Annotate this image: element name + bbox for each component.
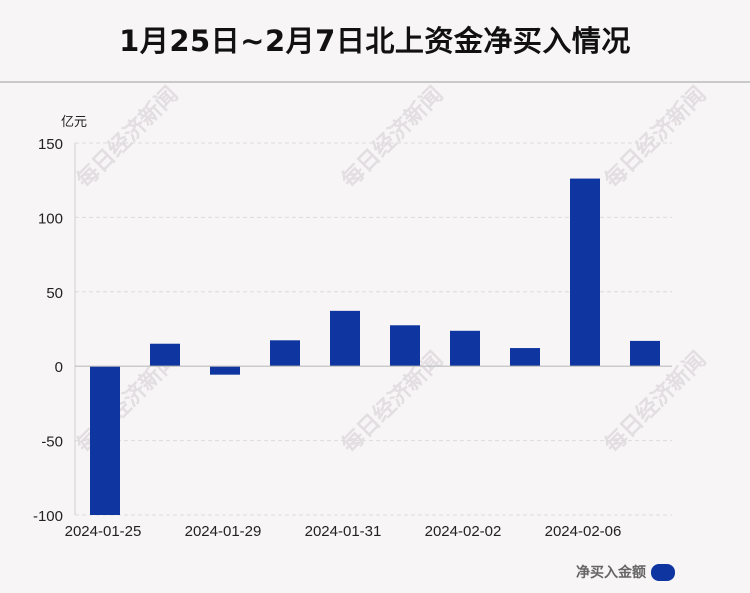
y-tick-label: 100 — [38, 210, 63, 227]
bar-2024-01-31 — [330, 310, 360, 367]
x-tick-label: 2024-02-06 — [545, 523, 622, 540]
bar-2024-01-30 — [270, 340, 300, 367]
bar-2024-01-26 — [150, 343, 180, 367]
y-tick-label: -100 — [33, 508, 63, 525]
bar-2024-02-07 — [630, 340, 660, 367]
x-tick-label: 2024-01-29 — [185, 523, 262, 540]
bar-2024-01-29 — [210, 366, 240, 375]
title-divider — [0, 81, 750, 83]
legend-swatch — [651, 563, 675, 581]
bar-2024-02-05 — [510, 348, 540, 367]
x-tick-label: 2024-01-31 — [305, 523, 382, 540]
y-tick-label: 50 — [46, 285, 63, 302]
legend: 净买入金额 — [576, 562, 675, 582]
chart-title: 1月25日~2月7日北上资金净买入情况 — [119, 24, 631, 58]
y-tick-label: -50 — [41, 434, 63, 451]
x-tick-label: 2024-01-25 — [65, 523, 142, 540]
bar-2024-02-06 — [570, 178, 600, 367]
bar-2024-02-01 — [390, 325, 420, 367]
bar-2024-01-25 — [90, 366, 120, 515]
y-tick-label: 150 — [38, 136, 63, 153]
x-tick-label: 2024-02-02 — [425, 523, 502, 540]
legend-label: 净买入金额 — [576, 565, 646, 581]
bar-2024-02-02 — [450, 330, 480, 367]
y-tick-label: 0 — [55, 359, 63, 376]
y-axis-unit: 亿元 — [61, 115, 88, 130]
